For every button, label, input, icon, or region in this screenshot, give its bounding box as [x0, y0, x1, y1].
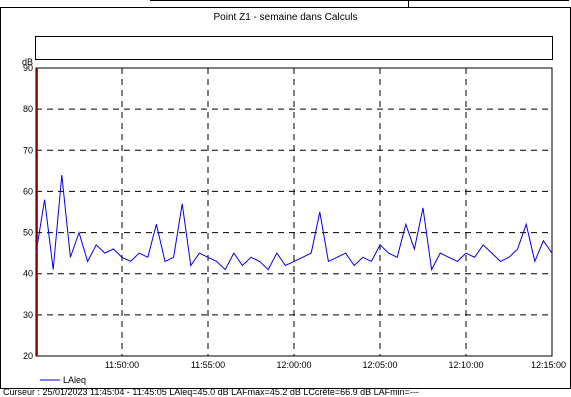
x-tick-label-115000: 11:50:00 — [105, 360, 139, 370]
chart-title: Point Z1 - semaine dans Calculs — [213, 12, 358, 23]
legend-header-box — [35, 36, 553, 60]
y-tick-label-90: 90 — [23, 63, 33, 73]
cursor-status-line: Curseur : 25/01/2023 11:45:04 - 11:45:05… — [3, 387, 419, 397]
window-top-edge-tick — [408, 0, 409, 7]
legend-label-laleq: LAleq — [63, 375, 86, 385]
y-tick-label-50: 50 — [23, 228, 33, 238]
x-tick-label-120500: 12:05:00 — [362, 360, 397, 370]
x-tick-label-121500: 12:15:00 — [531, 360, 566, 370]
y-tick-label-20: 20 — [23, 351, 33, 361]
x-tick-label-121000: 12:10:00 — [448, 360, 483, 370]
y-tick-label-30: 30 — [23, 310, 33, 320]
grid-lines — [36, 68, 552, 356]
y-tick-label-40: 40 — [23, 269, 33, 279]
series-line-laleq — [35, 174, 553, 272]
x-tick-label-120000: 12:00:00 — [276, 360, 311, 370]
y-axis-label: dB — [22, 57, 33, 67]
y-tick-label-60: 60 — [23, 186, 33, 196]
x-axis-ticks: 11:50:00 11:55:00 12:00:00 12:05:00 12:10:00… — [105, 360, 566, 370]
y-axis-ticks: 20 30 40 50 60 70 80 90 — [23, 63, 33, 361]
window-top-edge — [150, 0, 569, 1]
plot-area-border — [35, 67, 553, 357]
y-tick-label-70: 70 — [23, 145, 33, 155]
y-tick-label-80: 80 — [23, 104, 33, 114]
x-tick-label-115500: 11:55:00 — [191, 360, 225, 370]
